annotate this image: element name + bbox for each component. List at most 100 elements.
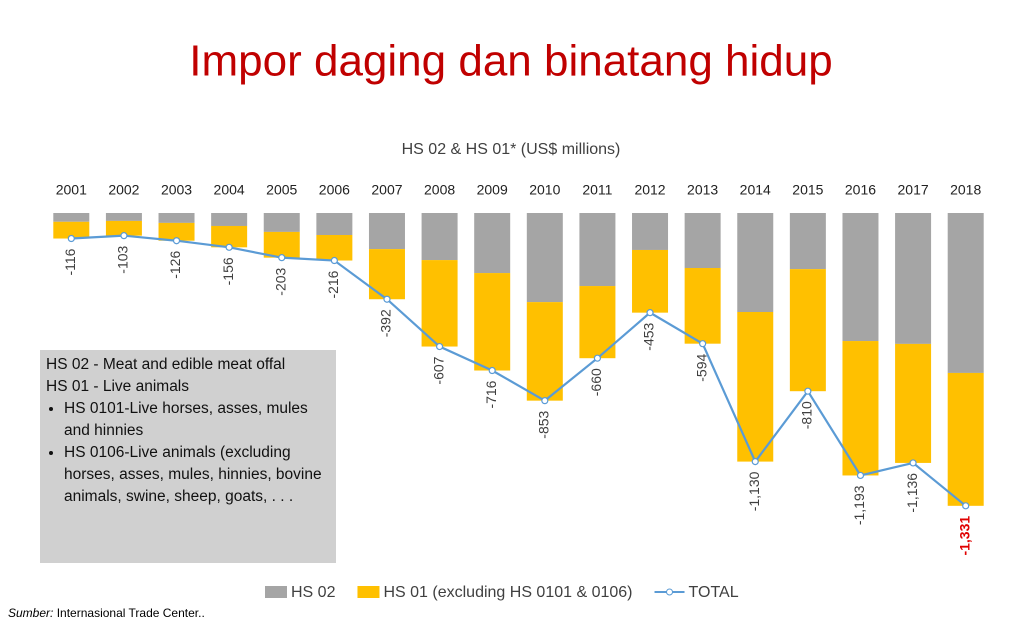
bar-segment (579, 213, 616, 287)
data-label: -216 (325, 270, 341, 298)
x-tick-label: 2012 (634, 182, 665, 198)
x-tick-label: 2013 (687, 182, 718, 198)
annotation-bullet: HS 0101-Live horses, asses, mules and hi… (64, 398, 330, 442)
line-point (856, 471, 865, 480)
bar-segment (211, 225, 248, 248)
bar-segment (684, 213, 721, 268)
bar-segment (158, 222, 195, 241)
source-text: Internasional Trade Center.. (56, 606, 205, 620)
line-point (593, 354, 602, 362)
annotation-line: HS 01 - Live animals (46, 378, 190, 395)
x-tick-label: 2017 (898, 182, 929, 198)
legend-label: HS 02 (291, 584, 336, 601)
bar-segment (211, 213, 248, 226)
data-label: -103 (115, 245, 131, 273)
line-point (278, 254, 286, 262)
data-label: -607 (430, 356, 446, 384)
bar-segment (895, 213, 932, 344)
total-line (71, 234, 967, 507)
annotation-list: HS 0101-Live horses, asses, mules and hi… (46, 398, 330, 508)
x-tick-label: 2005 (266, 182, 297, 198)
bar-segment (316, 235, 353, 261)
bar-segment (263, 231, 300, 258)
bar-segment (895, 343, 932, 463)
bar-segment (842, 341, 879, 476)
legend-swatch (265, 586, 287, 598)
x-tick-label: 2002 (108, 182, 139, 198)
data-label: -1,136 (904, 473, 920, 513)
legend-marker (666, 588, 674, 596)
annotation-box: HS 02 - Meat and edible meat offal HS 01… (40, 350, 336, 563)
x-tick-label: 2008 (424, 182, 455, 198)
bar-segment (474, 273, 511, 371)
bar-segment (105, 213, 142, 221)
x-tick-label: 2016 (845, 182, 876, 198)
data-label: -116 (62, 248, 78, 275)
data-label: -1,331 (956, 516, 972, 556)
data-label: -716 (483, 380, 499, 408)
bar-segment (947, 372, 984, 506)
x-tick-label: 2009 (477, 182, 508, 198)
bar-segment (53, 213, 90, 222)
legend-label: HS 01 (excluding HS 0101 & 0106) (383, 584, 632, 601)
data-label: -594 (693, 353, 709, 381)
bar-segment (105, 220, 142, 236)
bar-segment (737, 312, 774, 462)
annotation-line: HS 02 - Meat and edible meat offal (46, 356, 286, 373)
line-point (330, 256, 338, 265)
data-label: -453 (641, 322, 657, 350)
line-point (435, 342, 444, 351)
data-label: -392 (378, 309, 394, 337)
bar-segment (789, 269, 826, 392)
x-tick-label: 2001 (56, 182, 87, 198)
line-point (67, 234, 75, 243)
line-point (225, 243, 233, 251)
line-point (383, 295, 391, 303)
x-tick-label: 2011 (582, 182, 612, 198)
bar-segment (53, 221, 90, 239)
line-point (172, 237, 181, 245)
line-point (541, 397, 549, 405)
x-tick-label: 2015 (792, 182, 823, 198)
line-point (804, 387, 812, 395)
data-label: -156 (220, 257, 236, 285)
bar-segment (368, 249, 405, 300)
line-point (909, 459, 917, 467)
data-label: -853 (536, 410, 552, 438)
bar-segment (316, 213, 353, 235)
bar-segment (368, 213, 405, 250)
data-label: -1,130 (746, 471, 762, 511)
bar-segment (579, 286, 616, 359)
bar-segment (526, 213, 563, 303)
data-label: -810 (799, 401, 815, 429)
bar-segment (421, 213, 458, 261)
bar-segment (632, 213, 669, 250)
data-label: -203 (272, 267, 288, 295)
x-tick-label: 2010 (529, 182, 560, 198)
legend-swatch (357, 586, 380, 598)
data-label: -660 (588, 368, 604, 396)
slide-title: Impor daging dan binatang hidup (189, 37, 832, 86)
x-tick-label: 2007 (371, 182, 402, 198)
annotation-bullet: HS 0106-Live animals (excluding horses, … (64, 442, 330, 508)
bar-segment (737, 213, 774, 312)
bar-segment (684, 268, 721, 344)
line-point (751, 458, 759, 466)
legend-label: TOTAL (689, 584, 739, 601)
bar-segment (421, 260, 458, 347)
line-point (699, 340, 707, 348)
bar-segment (158, 213, 195, 223)
x-tick-label: 2018 (950, 182, 981, 198)
line-point (962, 502, 970, 510)
bar-segment (526, 302, 563, 401)
line-point (646, 309, 654, 317)
bar-segment (789, 213, 826, 270)
data-label: -1,193 (851, 485, 867, 525)
source: Sumber: Internasional Trade Center.. (8, 606, 205, 620)
x-tick-label: 2004 (214, 182, 245, 198)
bar-segment (947, 213, 984, 373)
source-label: Sumber: (8, 606, 54, 620)
bar-segment (842, 213, 879, 342)
